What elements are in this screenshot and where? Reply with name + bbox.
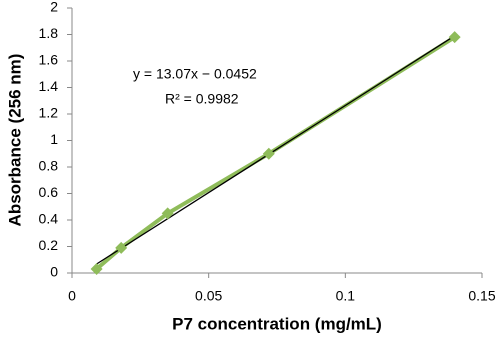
- y-tick-label: 1.2: [39, 105, 59, 121]
- point: [115, 241, 128, 254]
- point: [448, 31, 461, 44]
- point: [262, 147, 275, 160]
- y-tick-label: 0.4: [39, 211, 59, 227]
- y-tick-label: 0: [50, 264, 58, 280]
- trendline: [96, 35, 456, 265]
- x-tick-label: 0: [68, 288, 76, 304]
- x-tick-label: 0.15: [468, 288, 495, 304]
- y-tick-label: 2: [50, 0, 58, 15]
- point: [90, 263, 103, 276]
- equation: y = 13.07x − 0.0452: [133, 66, 257, 82]
- x-axis-label: P7 concentration (mg/mL): [172, 314, 382, 333]
- r-squared: R² = 0.9982: [165, 91, 239, 107]
- y-axis-label: Absorbance (256 nm): [5, 54, 24, 227]
- y-tick-label: 1.8: [39, 25, 59, 41]
- y-tick-label: 0.8: [39, 158, 59, 174]
- y-tick-label: 1: [50, 131, 58, 147]
- y-tick-label: 0.2: [39, 237, 59, 253]
- y-tick-label: 1.4: [39, 78, 59, 94]
- y-tick-label: 1.6: [39, 52, 59, 68]
- point: [161, 207, 174, 220]
- x-tick-label: 0.1: [336, 288, 356, 304]
- x-tick-label: 0.05: [195, 288, 222, 304]
- y-tick-label: 0.6: [39, 184, 59, 200]
